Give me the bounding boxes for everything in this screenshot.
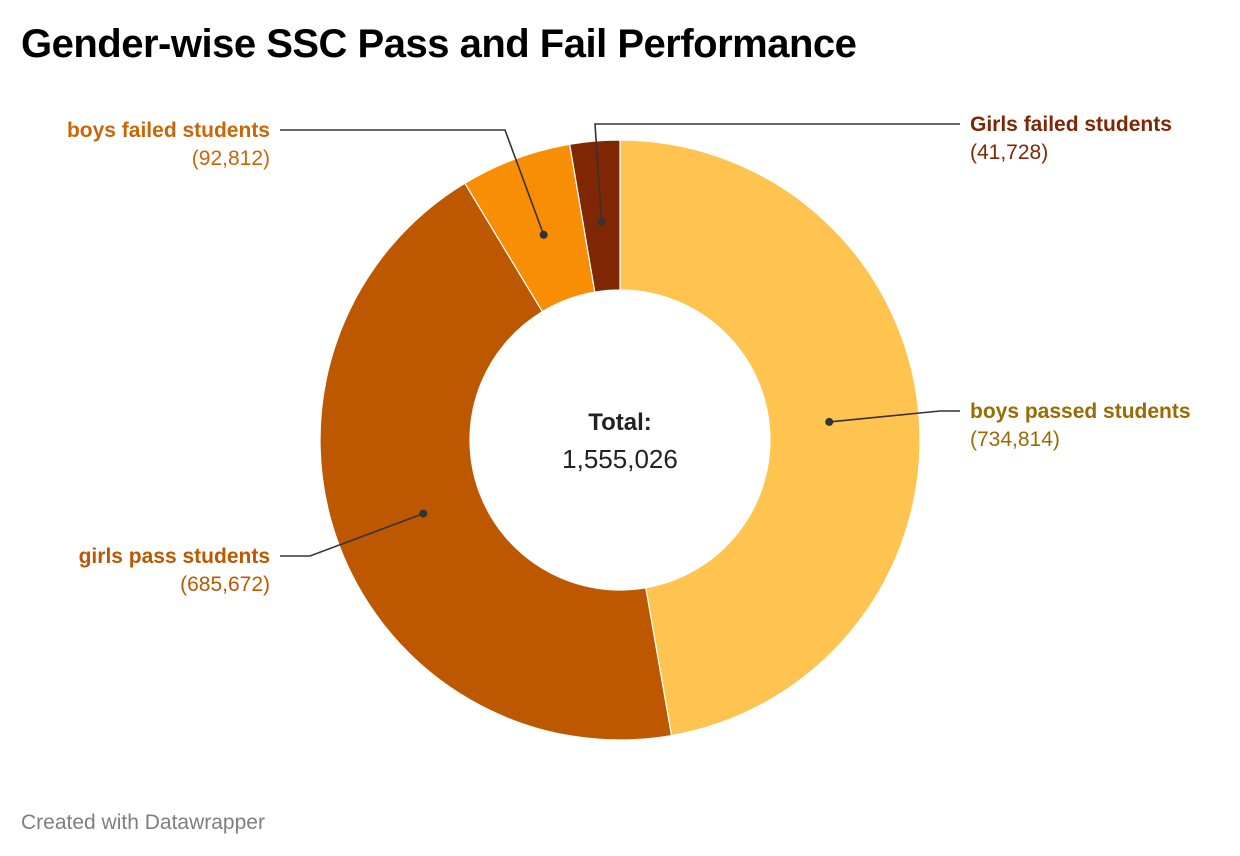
chart-title: Gender-wise SSC Pass and Fail Performanc… [21, 22, 857, 66]
slice-label-boys-failed-students: boys failed students [67, 119, 270, 142]
donut-slices [319, 139, 921, 741]
leader-line-boys-failed-students [280, 129, 545, 236]
leader-dot-boys-failed-students [539, 230, 548, 239]
center-total-heading: Total: [588, 409, 652, 436]
slice-girls-pass-students [319, 182, 673, 741]
leader-dot-girls-failed-students [597, 217, 606, 226]
leader-dot-boys-passed-students [825, 417, 834, 426]
slice-label-boys-passed-students: boys passed students [970, 400, 1191, 423]
slice-value-girls-failed-students: (41,728) [970, 141, 1048, 164]
slice-value-girls-pass-students: (685,672) [180, 573, 270, 596]
label-leader-lines [280, 123, 960, 557]
slice-labels: boys passed students (734,814) girls pass … [67, 113, 1191, 596]
leader-line-girls-pass-students [280, 512, 424, 557]
center-total-value: 1,555,026 [562, 444, 678, 474]
slice-girls-failed-students [568, 139, 621, 293]
leader-dot-girls-pass-students [419, 509, 428, 518]
slice-label-girls-pass-students: girls pass students [79, 545, 270, 568]
leader-line-boys-passed-students [829, 410, 960, 423]
leader-line-girls-failed-students [594, 123, 960, 222]
slice-boys-passed-students [619, 139, 921, 737]
credit-footer: Created with Datawrapper [21, 811, 265, 834]
slice-value-boys-failed-students: (92,812) [192, 147, 270, 170]
slice-value-boys-passed-students: (734,814) [970, 428, 1060, 451]
slice-label-girls-failed-students: Girls failed students [970, 113, 1172, 136]
